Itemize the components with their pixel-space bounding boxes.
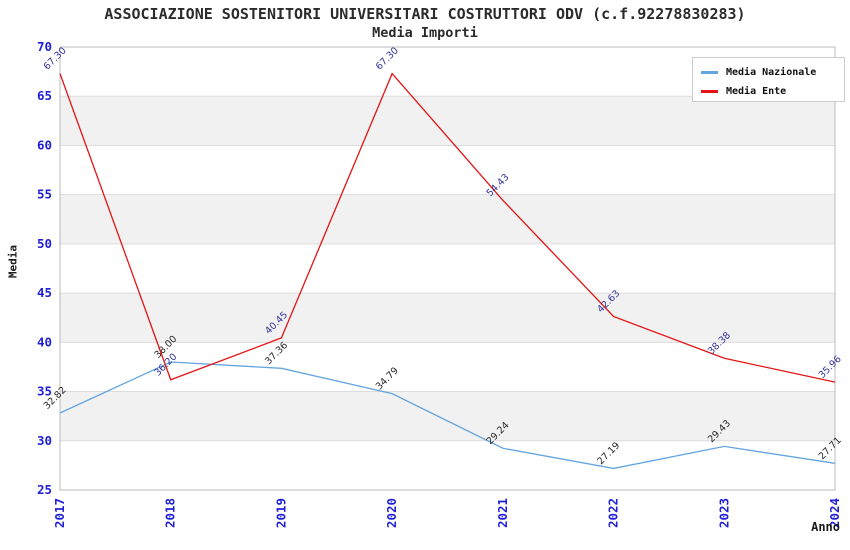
legend-label-media-nazionale: Media Nazionale [726,67,817,78]
y-tick-label: 40 [37,334,52,349]
legend-item-media-nazionale: Media Nazionale [701,63,844,82]
x-tick-label: 2018 [163,498,178,528]
y-tick-label: 30 [37,433,52,448]
y-tick-label: 25 [37,482,52,497]
x-tick-label: 2024 [827,498,842,528]
plot-band [60,96,835,146]
y-tick-label: 55 [37,187,52,202]
plot-band [60,194,835,244]
y-tick-label: 65 [37,88,52,103]
legend-item-media-ente: Media Ente [701,82,844,101]
media-nazionale-line [59,361,836,470]
media-nazionale-line-swatch [701,71,718,74]
legend-label-media-ente: Media Ente [726,86,787,97]
x-tick-label: 2020 [384,498,399,528]
x-tick-label: 2023 [716,498,731,528]
chart-title: ASSOCIAZIONE SOSTENITORI UNIVERSITARI CO… [104,5,746,23]
media-ente-data-label: 35.96 [817,354,844,381]
y-tick-label: 50 [37,236,52,251]
x-tick-label: 2017 [52,498,67,528]
x-tick-label: 2019 [273,498,288,528]
legend: Media Nazionale Media Ente [692,57,845,102]
media-ente-line-swatch [701,90,718,93]
plot-band [60,293,835,343]
y-tick-label: 60 [37,137,52,152]
y-tick-label: 35 [37,384,52,399]
media-ente-line [59,72,836,383]
y-tick-label: 70 [37,39,52,54]
y-tick-label: 45 [37,285,52,300]
chart-subtitle: Media Importi [372,25,478,41]
media-nazionale-data-label: 27.19 [595,440,622,467]
media-nazionale-data-label: 34.79 [374,365,401,392]
plot-band [60,391,835,441]
media-nazionale-data-label: 37.36 [263,340,290,367]
x-tick-label: 2022 [606,498,621,528]
media-ente-data-label: 67.30 [374,45,401,72]
plot-border [59,46,836,491]
x-axis-title: Anno [811,520,840,534]
x-tick-label: 2021 [495,498,510,528]
